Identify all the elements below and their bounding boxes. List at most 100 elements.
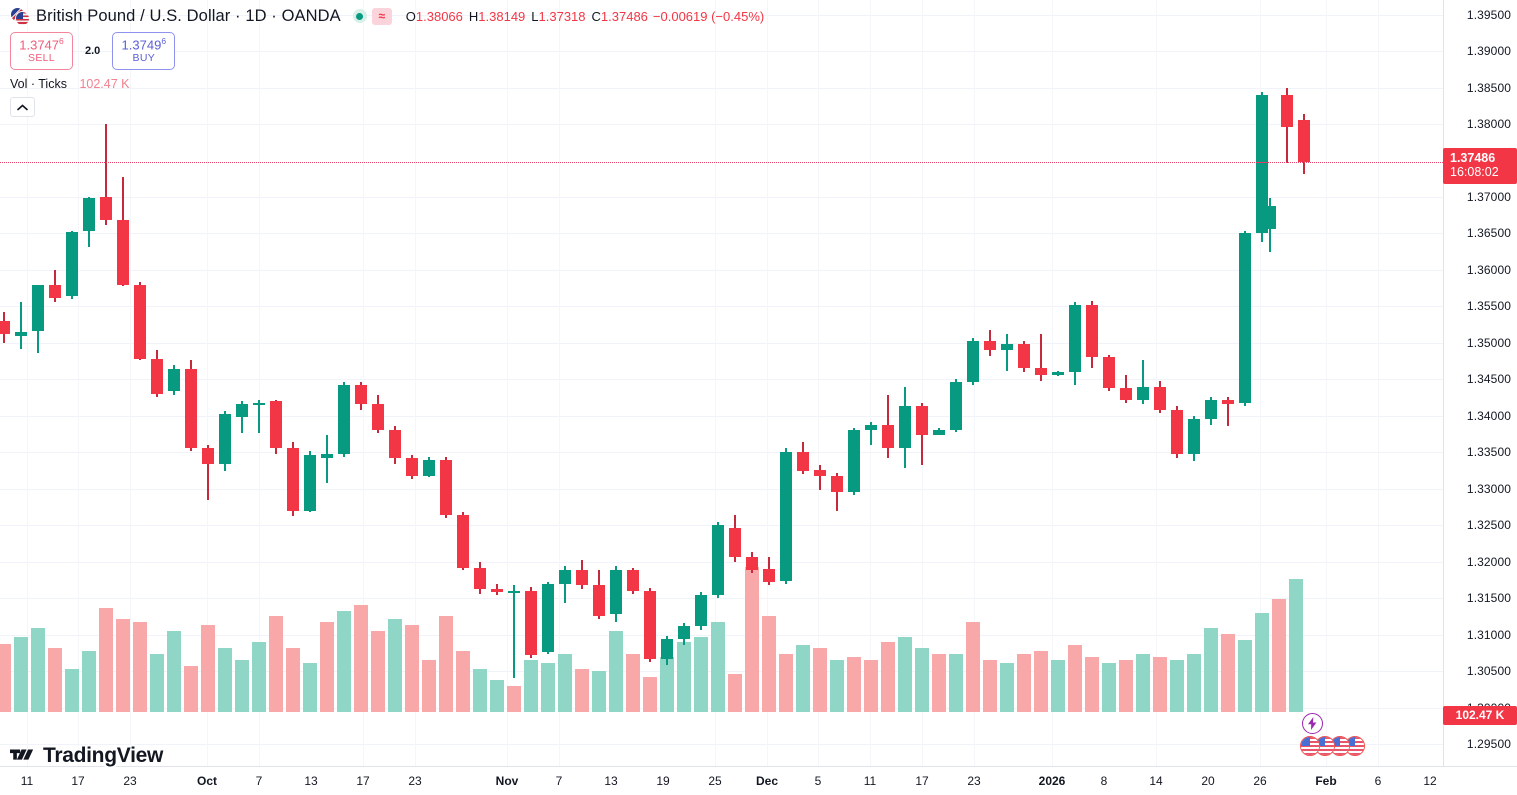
gridline — [363, 0, 364, 766]
volume-bar — [643, 677, 657, 712]
volume-bar — [575, 668, 589, 712]
candle-body — [695, 595, 707, 626]
gridline — [27, 0, 28, 766]
volume-bar — [303, 662, 317, 712]
volume-bar — [1000, 662, 1014, 712]
volume-bar — [1204, 627, 1218, 712]
candle-body — [134, 284, 146, 359]
gridline — [0, 744, 1443, 746]
collapse-legend-button[interactable] — [10, 97, 35, 117]
volume-bar — [762, 616, 776, 712]
candle-body — [763, 569, 775, 583]
candle-body — [168, 369, 180, 391]
candle-body — [202, 447, 214, 464]
candle-body — [1086, 304, 1098, 358]
us-flag-event-icon[interactable] — [1315, 736, 1335, 756]
candle-body — [1281, 94, 1293, 127]
current-volume-tag: 102.47 K — [1443, 706, 1517, 725]
volume-bar — [1136, 654, 1150, 712]
price-tick-label: 1.32500 — [1466, 518, 1511, 533]
volume-bar — [949, 654, 963, 712]
us-flag-event-icon[interactable] — [1330, 736, 1350, 756]
candle-body — [287, 447, 299, 511]
volume-bar — [1068, 645, 1082, 712]
lightning-bolt-icon[interactable] — [1302, 713, 1323, 734]
gridline — [0, 124, 1443, 126]
candle-body — [661, 639, 673, 660]
volume-bar — [473, 668, 487, 712]
page-title[interactable]: British Pound / U.S. Dollar · 1D · OANDA — [36, 6, 341, 25]
buy-button[interactable]: 1.37496 BUY — [112, 32, 176, 70]
candle-body — [780, 452, 792, 581]
volume-bar — [728, 674, 742, 712]
volume-bar — [99, 607, 113, 712]
gridline — [207, 0, 208, 766]
candle-body — [933, 430, 945, 435]
volume-bar — [847, 656, 861, 712]
time-tick-label: 14 — [1149, 774, 1163, 788]
candle-body — [916, 405, 928, 435]
time-tick-label: 6 — [1374, 774, 1382, 788]
volume-bar — [1017, 654, 1031, 712]
price-axis[interactable]: 1.39500 1.39000 1.38500 1.38000 1.37000 1.365… — [1443, 0, 1517, 766]
spread-value: 2.0 — [85, 45, 101, 57]
candle-body — [83, 198, 95, 231]
time-tick-label: 19 — [656, 774, 670, 788]
tradingview-logo[interactable]: TradingView — [10, 744, 163, 768]
price-tick-label: 1.38000 — [1466, 117, 1511, 132]
legend-symbol-row[interactable]: British Pound / U.S. Dollar · 1D · OANDA… — [10, 5, 764, 27]
volume-bar — [881, 642, 895, 712]
gridline — [0, 87, 1443, 89]
volume-bar — [1102, 662, 1116, 712]
volume-bar — [524, 659, 538, 712]
chevron-up-icon — [17, 103, 28, 110]
tradingview-wordmark: TradingView — [43, 744, 164, 767]
sell-button[interactable]: 1.37476 SELL — [10, 32, 73, 70]
gridline — [0, 342, 1443, 344]
candle-body — [746, 557, 758, 571]
volume-bar — [490, 680, 504, 712]
gridline — [0, 452, 1443, 454]
volume-legend[interactable]: Vol · Ticks 102.47 K — [10, 77, 764, 91]
candle-body — [1052, 372, 1064, 375]
current-price-countdown: 16:08:02 — [1450, 165, 1499, 180]
volume-bar — [1119, 659, 1133, 712]
candle-body — [882, 424, 894, 448]
candle-body — [117, 220, 129, 285]
volume-bar — [439, 616, 453, 712]
price-tick-label: 1.35500 — [1466, 299, 1511, 314]
time-tick-label: Nov — [495, 774, 519, 788]
volume-bar — [1289, 578, 1303, 712]
volume-bar — [286, 648, 300, 712]
candle-body — [66, 231, 78, 297]
time-tick-label: 7 — [255, 774, 263, 788]
gridline — [0, 51, 1443, 53]
candle-body — [389, 430, 401, 459]
candle-body — [1069, 304, 1081, 373]
ohlc-h-value: 1.38149 — [478, 8, 526, 24]
candle-body — [406, 458, 418, 476]
gbp-usd-flags-icon — [10, 6, 30, 26]
candle-wick — [564, 566, 566, 603]
us-flag-event-icon[interactable] — [1345, 736, 1365, 756]
candle-wick — [1142, 360, 1144, 405]
candle-body — [270, 401, 282, 448]
gridline — [1260, 0, 1261, 766]
buy-price: 1.37496 — [121, 36, 167, 53]
gridline — [1378, 0, 1379, 766]
volume-bar — [1034, 651, 1048, 712]
sell-price: 1.37476 — [19, 36, 64, 53]
chart-legend: British Pound / U.S. Dollar · 1D · OANDA… — [10, 5, 764, 117]
candle-body — [1120, 388, 1132, 400]
candle-body — [1103, 357, 1115, 389]
approx-chip-icon[interactable]: ≈ — [371, 7, 392, 25]
candle-body — [950, 382, 962, 431]
candle-body — [559, 570, 571, 584]
time-tick-label: 11 — [863, 774, 877, 788]
volume-bar — [116, 619, 130, 712]
us-flag-event-icon[interactable] — [1300, 736, 1320, 756]
candle-body — [1001, 344, 1013, 351]
time-axis[interactable]: 11 17 23 Oct 7 13 17 23 Nov 7 13 19 25 Dec 5 11 17 23 2026… — [0, 766, 1517, 795]
chart-plot-area[interactable] — [0, 0, 1443, 766]
ohlc-o-value: 1.38066 — [415, 8, 463, 24]
